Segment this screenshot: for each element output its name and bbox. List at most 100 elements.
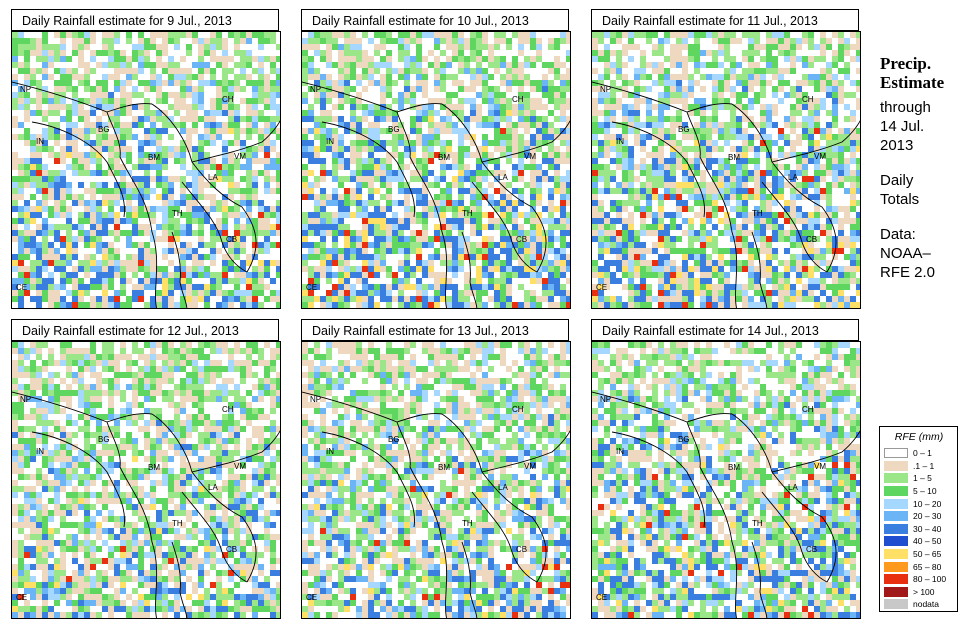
date-line1: 14 Jul. bbox=[880, 118, 925, 135]
rain-field bbox=[12, 32, 280, 308]
country-border bbox=[592, 391, 733, 423]
legend-swatch bbox=[884, 473, 908, 484]
country-label: CE bbox=[306, 593, 317, 602]
country-label: BM bbox=[438, 463, 450, 472]
country-label: LA bbox=[208, 173, 218, 182]
rainfall-map: NP IN BG CH BM VM LA TH CB CE bbox=[301, 31, 571, 309]
rainfall-map: NP IN BG CH BM VM LA TH CB CE bbox=[591, 341, 861, 619]
legend-swatch bbox=[884, 561, 908, 572]
country-label: CH bbox=[802, 405, 814, 414]
country-border bbox=[441, 103, 547, 273]
country-label: CH bbox=[512, 405, 524, 414]
panel-14-jul: Daily Rainfall estimate for 14 Jul., 201… bbox=[591, 319, 861, 619]
country-label: BG bbox=[98, 435, 110, 444]
legend-swatch bbox=[884, 586, 908, 597]
date-line2: 2013 bbox=[880, 137, 914, 154]
country-label: BG bbox=[678, 435, 690, 444]
panel-title: Daily Rainfall estimate for 12 Jul., 201… bbox=[11, 319, 279, 341]
country-border bbox=[611, 431, 705, 528]
panel-title: Daily Rainfall estimate for 10 Jul., 201… bbox=[301, 9, 569, 31]
legend-swatch bbox=[884, 574, 908, 585]
country-border bbox=[171, 541, 188, 618]
country-border bbox=[181, 491, 248, 583]
country-border bbox=[191, 430, 280, 473]
data-line3: RFE 2.0 bbox=[880, 264, 936, 281]
country-label: CH bbox=[802, 95, 814, 104]
country-label: LA bbox=[498, 483, 508, 492]
country-label: TH bbox=[172, 519, 183, 528]
country-border bbox=[151, 413, 257, 583]
country-border bbox=[106, 421, 158, 618]
country-label: VM bbox=[524, 462, 536, 471]
country-label: TH bbox=[462, 209, 473, 218]
country-label: NP bbox=[600, 395, 611, 404]
legend-swatch bbox=[884, 460, 908, 471]
rain-field bbox=[592, 32, 860, 308]
country-label: CH bbox=[512, 95, 524, 104]
country-label: IN bbox=[36, 137, 44, 146]
through-label: through bbox=[880, 99, 931, 116]
country-label: TH bbox=[752, 519, 763, 528]
country-label: BM bbox=[728, 463, 740, 472]
rainfall-map: NP IN BG CH BM VM LA TH CB CE bbox=[301, 341, 571, 619]
country-border bbox=[151, 103, 257, 273]
country-label: CH bbox=[222, 95, 234, 104]
country-border bbox=[761, 491, 828, 583]
country-label: CB bbox=[226, 545, 237, 554]
country-label: LA bbox=[788, 173, 798, 182]
country-label: LA bbox=[208, 483, 218, 492]
panel-title: Daily Rainfall estimate for 9 Jul., 2013 bbox=[11, 9, 279, 31]
country-label: VM bbox=[814, 152, 826, 161]
legend-title: RFE (mm) bbox=[894, 431, 944, 443]
legend-label: .1 – 1 bbox=[913, 460, 935, 471]
country-label: CB bbox=[806, 235, 817, 244]
country-label: NP bbox=[20, 85, 31, 94]
side-info: Precip. Estimate through 14 Jul. 2013 Da… bbox=[880, 54, 965, 282]
legend-item: 65 – 80 bbox=[884, 560, 954, 573]
rainfall-map: NP IN BG CH BM VM LA TH CB CE bbox=[11, 341, 281, 619]
country-border bbox=[771, 430, 860, 473]
legend-swatch bbox=[884, 536, 908, 547]
country-label: IN bbox=[326, 447, 334, 456]
country-border bbox=[686, 111, 738, 308]
country-label: CE bbox=[596, 283, 607, 292]
country-border bbox=[731, 413, 837, 583]
country-border bbox=[31, 121, 125, 218]
country-border bbox=[12, 391, 153, 423]
country-label: BM bbox=[148, 463, 160, 472]
country-border bbox=[686, 421, 738, 618]
country-label: IN bbox=[616, 137, 624, 146]
panel-13-jul: Daily Rainfall estimate for 13 Jul., 201… bbox=[301, 319, 571, 619]
legend-label: 10 – 20 bbox=[913, 498, 942, 509]
legend-label: 30 – 40 bbox=[913, 523, 942, 534]
country-label: VM bbox=[814, 462, 826, 471]
country-label: TH bbox=[172, 209, 183, 218]
country-border bbox=[321, 431, 415, 528]
country-label: CB bbox=[806, 545, 817, 554]
legend-item: 5 – 10 bbox=[884, 485, 954, 498]
country-label: IN bbox=[616, 447, 624, 456]
legend-item: 50 – 65 bbox=[884, 548, 954, 561]
country-border bbox=[731, 103, 837, 273]
country-label: CB bbox=[226, 235, 237, 244]
panel-title: Daily Rainfall estimate for 11 Jul., 201… bbox=[591, 9, 859, 31]
legend-item: 10 – 20 bbox=[884, 497, 954, 510]
country-label: BM bbox=[728, 153, 740, 162]
country-border bbox=[396, 111, 448, 308]
daily-line1: Daily bbox=[880, 172, 914, 189]
country-label: IN bbox=[326, 137, 334, 146]
legend-swatch bbox=[884, 486, 908, 497]
country-label: BM bbox=[438, 153, 450, 162]
legend-swatch bbox=[884, 523, 908, 534]
legend-swatch bbox=[884, 599, 908, 610]
country-label: VM bbox=[234, 152, 246, 161]
legend-label: 0 – 1 bbox=[913, 448, 932, 459]
legend-swatch bbox=[884, 549, 908, 560]
legend-label: 5 – 10 bbox=[913, 486, 937, 497]
country-label: BG bbox=[388, 125, 400, 134]
rainfall-map: NP IN BG CH BM VM LA TH CB CE bbox=[11, 31, 281, 309]
country-label: NP bbox=[310, 85, 321, 94]
country-border bbox=[471, 491, 538, 583]
rain-field bbox=[592, 342, 860, 618]
country-label: BM bbox=[148, 153, 160, 162]
